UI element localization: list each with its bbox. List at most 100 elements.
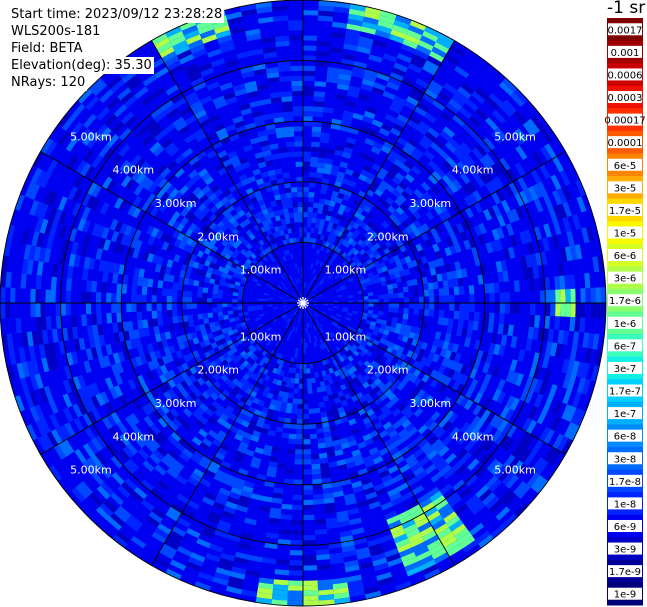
data-cell (352, 294, 359, 298)
data-cell (463, 285, 470, 295)
data-cell (319, 261, 324, 267)
data-cell (363, 404, 372, 413)
data-cell (359, 332, 366, 339)
data-cell (320, 127, 331, 134)
data-cell (393, 218, 402, 227)
data-cell (368, 150, 379, 160)
data-cell (374, 409, 384, 418)
data-cell (306, 296, 312, 301)
data-cell (401, 228, 409, 237)
data-cell (479, 293, 485, 303)
data-cell (567, 215, 577, 232)
data-cell (393, 292, 399, 299)
data-cell (303, 106, 314, 112)
data-cell (322, 297, 328, 300)
data-cell (507, 151, 519, 166)
data-cell (478, 421, 490, 434)
data-cell (322, 305, 329, 307)
data-cell (560, 303, 566, 317)
data-cell (438, 383, 448, 394)
data-cell (486, 363, 496, 376)
data-cell (426, 407, 437, 418)
data-cell (357, 130, 369, 138)
data-cell (477, 274, 484, 285)
data-cell (500, 334, 508, 347)
data-cell (427, 174, 439, 185)
data-cell (318, 279, 324, 285)
data-cell (519, 388, 530, 402)
data-cell (449, 475, 462, 488)
data-cell (330, 313, 336, 318)
data-cell (595, 303, 601, 319)
data-cell (294, 464, 303, 470)
data-cell (307, 383, 312, 389)
data-cell (315, 265, 320, 271)
data-cell (417, 424, 428, 435)
data-cell (353, 166, 363, 174)
data-cell (512, 413, 524, 427)
data-cell (482, 424, 494, 437)
data-cell (484, 75, 499, 90)
data-cell (576, 361, 585, 378)
data-cell (343, 300, 349, 303)
data-cell (436, 134, 449, 146)
data-cell (582, 257, 590, 274)
data-cell (359, 248, 366, 256)
data-cell (564, 316, 571, 331)
data-cell (360, 228, 368, 236)
data-cell (326, 280, 332, 286)
data-cell (417, 411, 427, 421)
data-cell (322, 224, 328, 231)
data-cell (383, 158, 394, 168)
data-cell (311, 243, 316, 249)
data-cell (415, 271, 422, 279)
data-cell (425, 210, 435, 221)
data-cell (321, 293, 328, 297)
data-cell (303, 20, 318, 26)
data-cell (414, 420, 425, 431)
data-cell (364, 344, 371, 351)
data-cell (436, 66, 452, 79)
data-cell (463, 258, 471, 269)
data-cell (335, 144, 345, 152)
data-cell (297, 393, 303, 399)
data-cell (515, 145, 528, 160)
data-cell (504, 235, 513, 249)
data-cell (388, 342, 396, 349)
data-cell (359, 31, 375, 40)
data-cell (542, 237, 550, 252)
data-cell (547, 398, 558, 414)
data-cell (314, 228, 319, 234)
data-cell (343, 270, 350, 276)
data-cell (326, 292, 332, 296)
data-cell (552, 262, 560, 277)
data-cell (335, 253, 342, 260)
data-cell (424, 269, 432, 277)
data-cell (531, 457, 545, 473)
data-cell (419, 241, 428, 250)
data-cell (393, 226, 402, 235)
data-cell (358, 190, 367, 199)
data-cell (461, 102, 476, 116)
data-cell (390, 337, 398, 345)
data-cell (325, 264, 330, 271)
data-cell (530, 115, 545, 131)
data-cell (305, 353, 309, 359)
data-cell (303, 55, 316, 61)
data-cell (438, 33, 455, 45)
data-cell (303, 494, 314, 500)
data-cell (353, 303, 359, 306)
data-cell (303, 439, 311, 445)
data-cell (404, 123, 416, 134)
data-cell (366, 378, 374, 386)
data-cell (317, 20, 333, 27)
data-cell (509, 113, 523, 129)
data-cell (478, 57, 494, 72)
data-cell (575, 409, 586, 427)
data-cell (313, 101, 325, 108)
data-cell (395, 57, 410, 68)
data-cell (327, 306, 333, 310)
data-cell (413, 368, 422, 378)
data-cell (475, 485, 489, 499)
data-cell (394, 271, 401, 279)
